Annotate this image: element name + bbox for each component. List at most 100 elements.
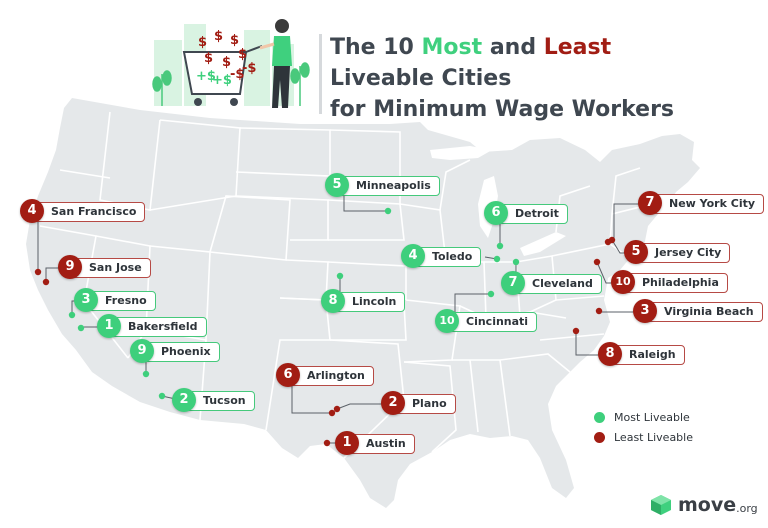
rank-badge: 6 [276,363,300,387]
city-label-minneapolis: 5 Minneapolis [325,173,440,197]
rank-badge: 2 [381,391,405,415]
shopper-torso [272,36,292,66]
plant-leaf [300,62,310,78]
city-label-cincinnati: 10 Cincinnati [435,309,538,333]
city-label-bakersfield: 1 Bakersfield [97,314,207,338]
city-label-san-francisco: 4 San Francisco [20,199,146,223]
lake-superior [430,146,492,160]
money-symbol: +$ [196,69,216,84]
city-dot-san-francisco [34,268,42,276]
state-border-line [235,195,329,241]
legend-most-label: Most Liveable [614,410,690,424]
shopper-arm [259,42,275,50]
leader-line-raleigh [575,331,606,356]
state-border-line [149,119,241,211]
title-text: and [482,35,544,60]
city-label-phoenix: 9 Phoenix [130,339,220,363]
city-dot-lincoln [336,272,344,280]
city-name: Bakersfield [128,320,198,333]
leader-line-new-york-city [613,203,646,242]
leader-line-arlington [291,376,332,414]
city-label-plano: 2 Plano [381,391,456,415]
city-name: Austin [366,437,406,450]
woman-shopper-icon [259,19,292,108]
state-border-line [329,339,405,459]
city-label-virginia-beach: 3 Virginia Beach [633,299,763,323]
city-dot-cleveland [512,258,520,266]
city-dot-virginia-beach [595,307,603,315]
city-name: Cincinnati [466,315,529,328]
state-border-line [452,353,571,373]
leader-line-plano [336,403,389,410]
state-border-line [59,169,111,179]
title-text: The 10 [330,35,422,60]
city-label-tucson: 2 Tucson [172,388,255,412]
green-dot-icon [594,411,605,423]
state-border-line [403,299,461,363]
plant-leaf [162,70,172,86]
city-dot-san-jose [42,278,50,286]
rank-badge: 5 [624,240,648,264]
city-dot-arlington [328,409,336,417]
cart-wheel [230,98,238,106]
city-name: Jersey City [655,246,722,259]
rank-badge: 9 [58,255,82,279]
page-title: The 10 Most and Least Liveable Cities fo… [319,32,674,125]
plant-leaf [152,76,162,92]
move-cube-logo-icon [651,495,671,515]
money-symbol: $ [198,35,207,50]
city-label-austin: 1 Austin [335,431,415,455]
rank-badge: 10 [435,309,459,333]
shopping-cart-icon [182,45,263,106]
title-line-1: The 10 Most and Least [330,32,674,63]
city-label-raleigh: 8 Raleigh [598,342,685,366]
leader-line-cincinnati [454,293,491,312]
city-name: Fresno [105,294,147,307]
rank-badge: 9 [130,339,154,363]
logo-face [651,500,661,515]
city-name: Minneapolis [356,179,431,192]
rank-badge: 7 [638,191,662,215]
cart-handle [245,45,263,53]
rank-badge: 10 [611,270,635,294]
city-name: New York City [669,197,756,210]
building-shape [244,30,270,106]
city-label-arlington: 6 Arlington [276,363,374,387]
city-dot-tucson [158,392,166,400]
city-name: Detroit [515,207,559,220]
red-dot-icon [594,431,605,443]
state-border-line [209,195,291,261]
legend-least: Least Liveable [594,427,693,447]
state-border-line [539,333,605,341]
cart-illustration: $ $ $$ $$+$+$-$-$ [152,19,310,108]
state-border-line [327,199,405,241]
city-label-jersey-city: 5 Jersey City [624,240,731,264]
city-name: Cleveland [532,277,593,290]
city-name: Tucson [203,394,246,407]
rank-badge: 8 [321,289,345,313]
city-dot-philadelphia [593,258,601,266]
city-name: Raleigh [629,348,676,361]
rank-badge: 7 [501,271,525,295]
money-symbol: -$ [230,67,244,82]
cart-wheel [194,98,202,106]
title-accent-bar [319,34,322,114]
title-most-highlight: Most [421,35,483,60]
rank-badge: 1 [335,431,359,455]
title-line-3: for Minimum Wage Workers [330,97,675,122]
money-symbol: $ [238,47,247,62]
city-dot-cincinnati [487,290,495,298]
rank-badge: 5 [325,173,349,197]
rank-badge: 6 [484,201,508,225]
rank-badge: 4 [401,244,425,268]
brand-logo: move .org [649,493,758,517]
money-symbol: $ [214,29,223,44]
city-dot-raleigh [572,327,580,335]
brand-tld: .org [736,501,758,515]
state-border-line [439,159,471,211]
city-label-lincoln: 8 Lincoln [321,289,406,313]
city-dot-detroit [496,242,504,250]
city-name: Lincoln [352,295,397,308]
cart-basket [182,51,248,95]
